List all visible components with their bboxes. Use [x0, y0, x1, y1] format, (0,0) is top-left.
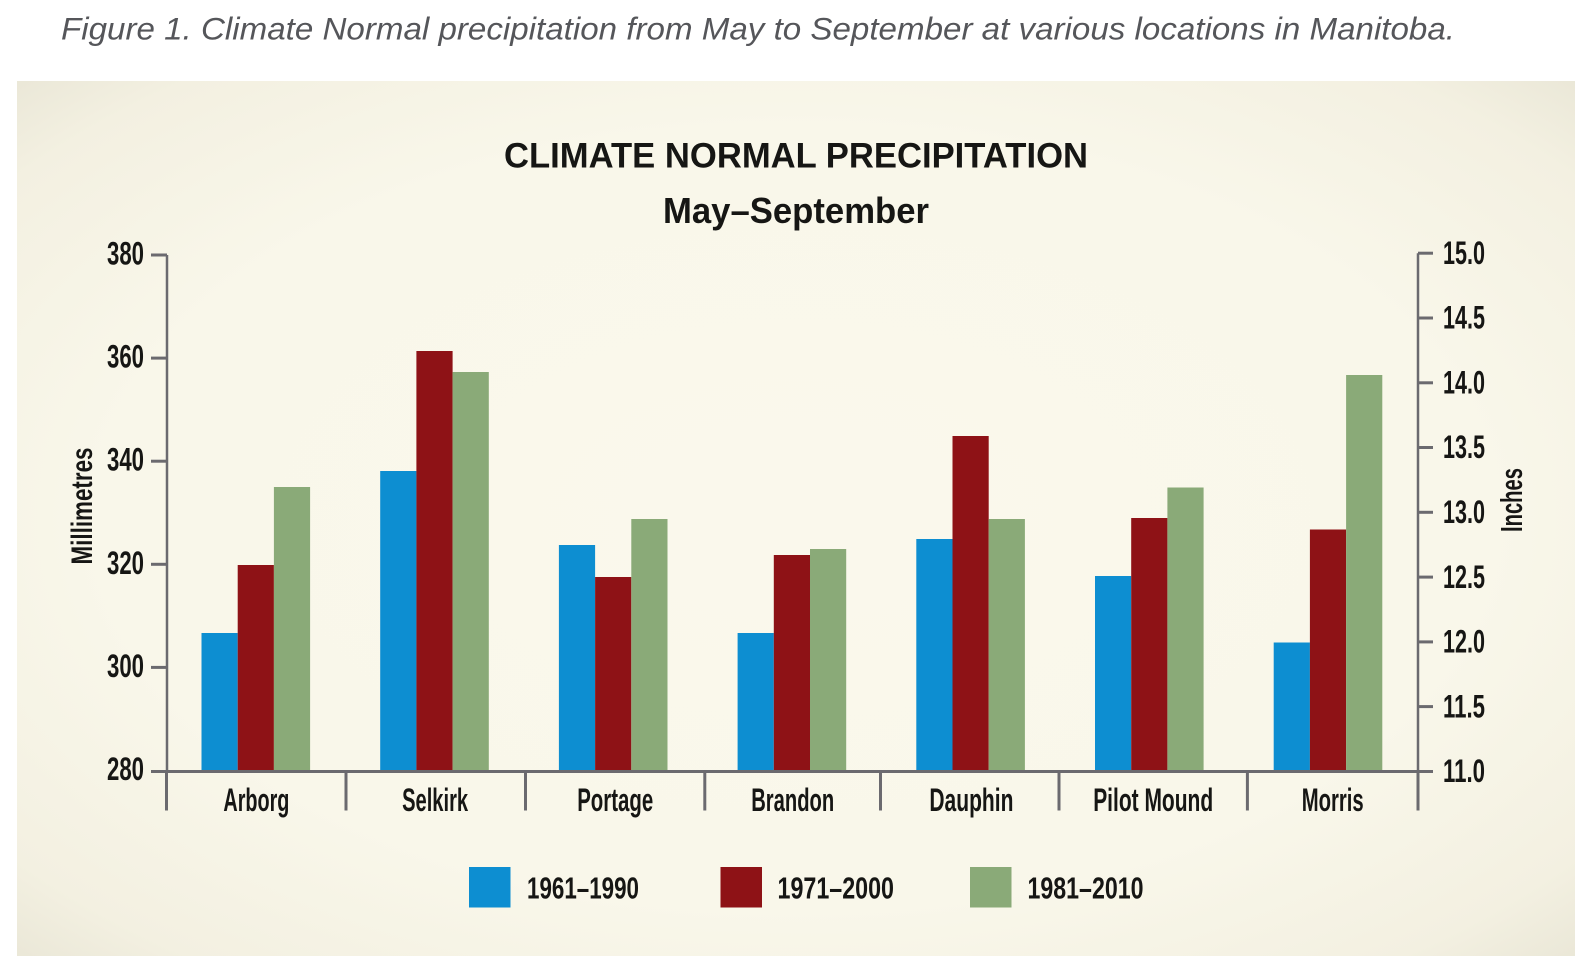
svg-text:340: 340: [107, 442, 144, 478]
svg-text:Selkirk: Selkirk: [402, 782, 469, 818]
svg-text:13.5: 13.5: [1443, 429, 1485, 465]
svg-text:14.5: 14.5: [1443, 300, 1485, 336]
svg-text:15.0: 15.0: [1443, 235, 1485, 271]
svg-text:11.5: 11.5: [1443, 688, 1485, 724]
svg-text:May–September: May–September: [663, 190, 929, 231]
svg-text:Pilot Mound: Pilot Mound: [1093, 782, 1213, 818]
svg-text:Figure 1. Climate Normal preci: Figure 1. Climate Normal precipitation f…: [61, 11, 1455, 47]
svg-text:Millimetres: Millimetres: [66, 448, 99, 565]
svg-text:12.0: 12.0: [1443, 624, 1485, 660]
svg-text:1981–2010: 1981–2010: [1028, 871, 1144, 906]
svg-text:Inches: Inches: [1494, 468, 1529, 532]
svg-text:12.5: 12.5: [1443, 559, 1485, 595]
svg-text:Morris: Morris: [1302, 782, 1364, 818]
svg-text:320: 320: [107, 545, 144, 581]
svg-text:1961–1990: 1961–1990: [527, 871, 639, 906]
svg-text:280: 280: [107, 751, 144, 787]
svg-text:11.0: 11.0: [1443, 753, 1485, 789]
svg-text:14.0: 14.0: [1443, 365, 1485, 401]
svg-text:Portage: Portage: [577, 782, 653, 818]
svg-text:360: 360: [107, 339, 144, 375]
svg-text:Dauphin: Dauphin: [929, 782, 1013, 818]
svg-text:Arborg: Arborg: [223, 782, 289, 818]
svg-text:380: 380: [107, 236, 144, 272]
svg-text:13.0: 13.0: [1443, 494, 1485, 530]
svg-text:Brandon: Brandon: [751, 782, 834, 818]
svg-text:1971–2000: 1971–2000: [778, 871, 895, 906]
svg-text:300: 300: [107, 648, 144, 684]
svg-text:CLIMATE NORMAL PRECIPITATION: CLIMATE NORMAL PRECIPITATION: [504, 136, 1088, 176]
